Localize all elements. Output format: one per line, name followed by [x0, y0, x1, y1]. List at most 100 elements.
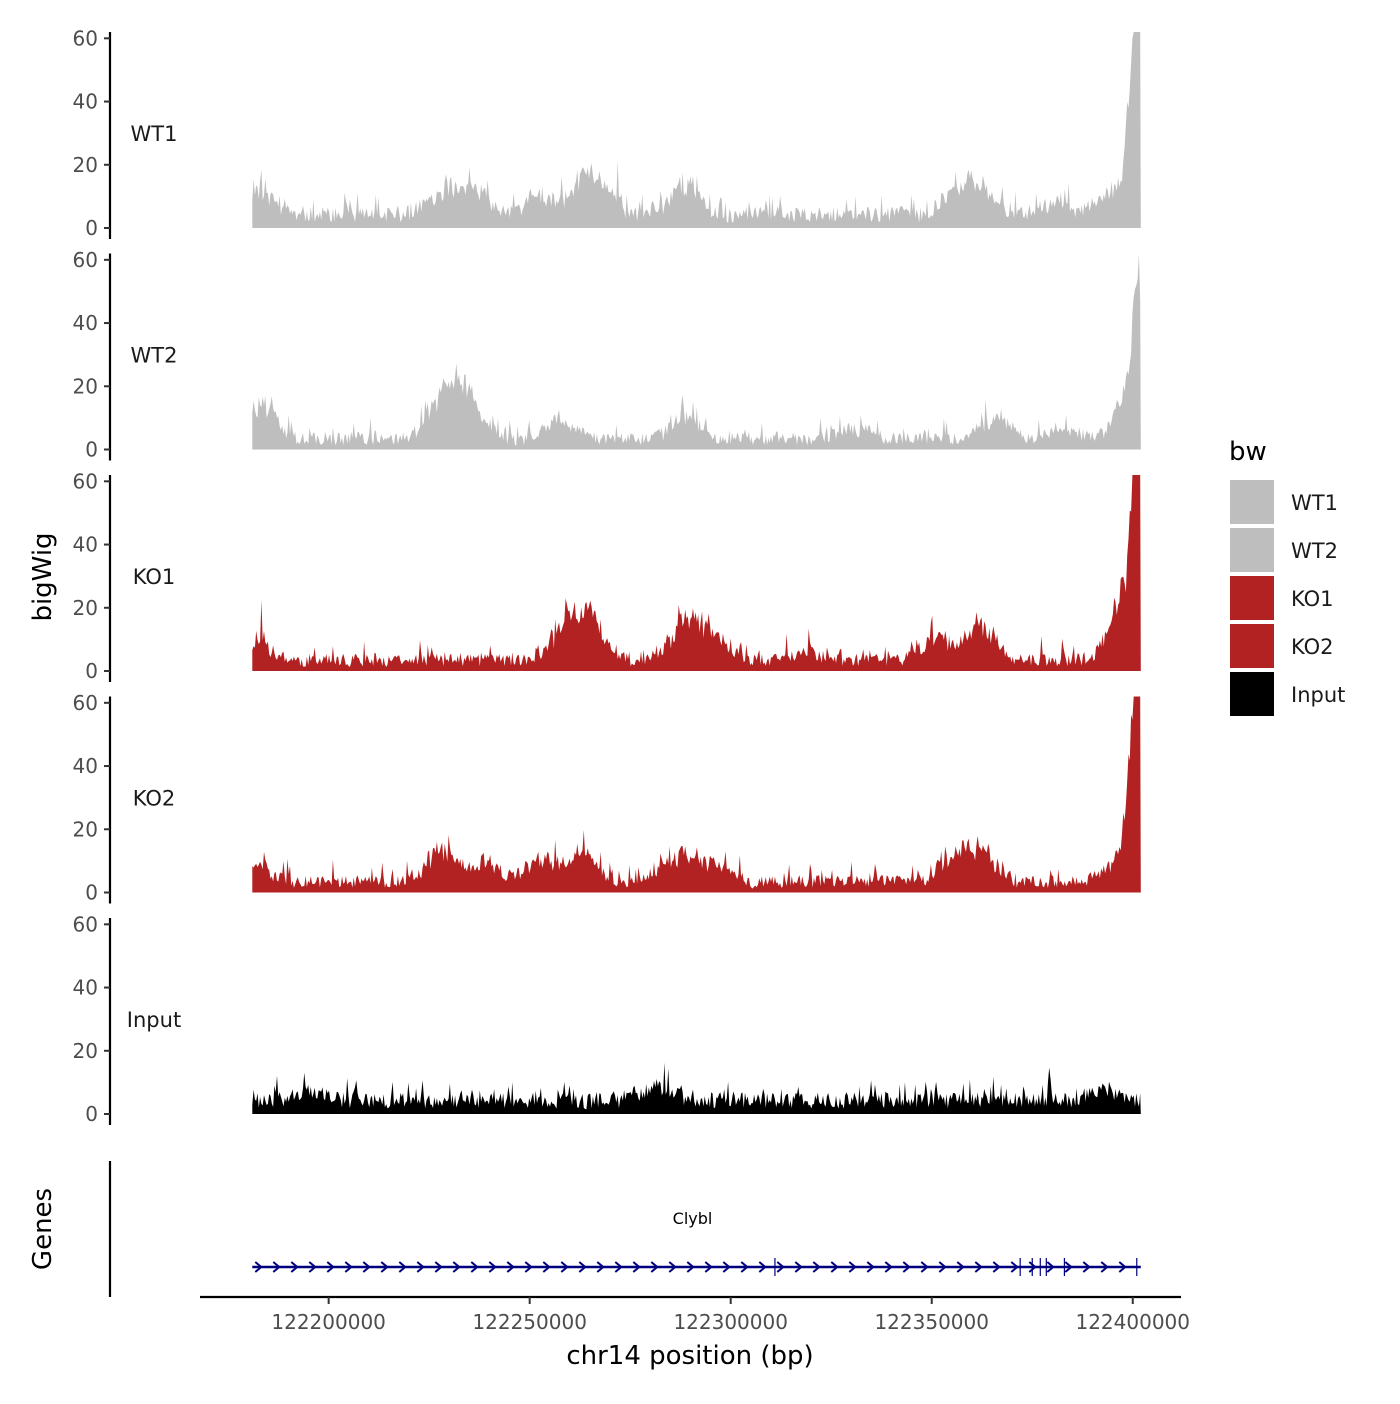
strand-arrow [542, 1261, 551, 1273]
strand-arrow [758, 1261, 767, 1273]
strand-arrow [488, 1261, 497, 1273]
track-wt2: 0 20 40 60 WT2 [73, 248, 1141, 462]
strand-arrow [614, 1261, 623, 1273]
track-ko1: 0 20 40 60 KO1 [73, 469, 1141, 683]
genes-track-title: Genes [28, 1188, 58, 1270]
track-label: WT1 [131, 122, 178, 146]
strand-arrow [506, 1261, 515, 1273]
legend-label: Input [1291, 683, 1345, 707]
strand-arrow [596, 1261, 605, 1273]
track-input: 0 20 40 60 Input [73, 912, 1141, 1126]
strand-arrow [830, 1261, 839, 1273]
strand-arrow [812, 1261, 821, 1273]
x-tick-label: 122200000 [271, 1310, 386, 1334]
strand-arrow [1046, 1261, 1055, 1273]
strand-arrow [1118, 1261, 1127, 1273]
y-tick-label: 40 [73, 90, 98, 114]
strand-arrow [1064, 1261, 1073, 1273]
strand-arrow [362, 1261, 371, 1273]
track-label: Input [127, 1008, 181, 1032]
strand-arrow [416, 1261, 425, 1273]
strand-arrow [704, 1261, 713, 1273]
strand-arrow [866, 1261, 875, 1273]
y-tick-label: 0 [85, 1102, 98, 1126]
strand-arrow [470, 1261, 479, 1273]
legend-swatch [1230, 528, 1274, 572]
y-tick-label: 60 [73, 469, 98, 493]
strand-arrow [992, 1261, 1001, 1273]
y-tick-label: 40 [73, 311, 98, 335]
x-tick-label: 122250000 [472, 1310, 587, 1334]
y-tick-label: 60 [73, 26, 98, 50]
strand-arrow [650, 1261, 659, 1273]
strand-arrow [290, 1261, 299, 1273]
track-label: WT2 [131, 344, 178, 368]
legend-swatch [1230, 480, 1274, 524]
strand-arrow [974, 1261, 983, 1273]
y-tick-label: 40 [73, 976, 98, 1000]
gene-label: Clybl [673, 1209, 713, 1228]
strand-arrow [380, 1261, 389, 1273]
legend-label: WT2 [1291, 539, 1338, 563]
strand-arrow [848, 1261, 857, 1273]
x-tick-label: 122350000 [874, 1310, 989, 1334]
legend-title: bw [1229, 437, 1267, 467]
strand-arrow [434, 1261, 443, 1273]
track-ko2: 0 20 40 60 KO2 [73, 691, 1141, 905]
strand-arrow [1010, 1261, 1019, 1273]
x-axis-title: chr14 position (bp) [566, 1341, 813, 1371]
y-tick-label: 0 [85, 438, 98, 462]
y-tick-label: 20 [73, 1039, 98, 1063]
legend-label: WT1 [1291, 491, 1338, 515]
legend-label: KO1 [1291, 587, 1334, 611]
strand-arrow [326, 1261, 335, 1273]
y-tick-label: 60 [73, 912, 98, 936]
strand-arrow [398, 1261, 407, 1273]
gene-track: Genes Clybl [28, 1161, 1141, 1297]
strand-arrow [272, 1261, 281, 1273]
track-label: KO1 [133, 565, 176, 589]
strand-arrow [1082, 1261, 1091, 1273]
y-tick-label: 20 [73, 817, 98, 841]
y-tick-label: 0 [85, 659, 98, 683]
strand-arrow [956, 1261, 965, 1273]
signal-area-input [252, 1062, 1141, 1114]
y-tick-label: 0 [85, 216, 98, 240]
strand-arrow [884, 1261, 893, 1273]
legend-swatch [1230, 624, 1274, 668]
y-tick-label: 60 [73, 691, 98, 715]
strand-arrow [794, 1261, 803, 1273]
strand-arrow [902, 1261, 911, 1273]
x-tick-label: 122400000 [1075, 1310, 1190, 1334]
signal-area-ko1 [252, 475, 1141, 671]
y-axis-title: bigWig [28, 532, 58, 621]
strand-arrow [668, 1261, 677, 1273]
strand-arrow [632, 1261, 641, 1273]
strand-arrow [776, 1261, 785, 1273]
signal-area-ko2 [252, 696, 1141, 893]
y-tick-label: 20 [73, 596, 98, 620]
strand-arrow [722, 1261, 731, 1273]
x-tick-label: 122300000 [673, 1310, 788, 1334]
legend: bw WT1 WT2 KO1 KO2 Input [1229, 437, 1345, 716]
track-label: KO2 [133, 787, 176, 811]
y-tick-label: 40 [73, 754, 98, 778]
legend-swatch [1230, 672, 1274, 716]
signal-area-wt2 [252, 253, 1141, 450]
y-tick-label: 0 [85, 881, 98, 905]
strand-arrow [740, 1261, 749, 1273]
strand-arrow [920, 1261, 929, 1273]
track-wt1: 0 20 40 60 WT1 [73, 26, 1141, 240]
y-tick-label: 20 [73, 374, 98, 398]
y-tick-label: 60 [73, 248, 98, 272]
strand-arrow [1100, 1261, 1109, 1273]
strand-arrow [1028, 1261, 1037, 1273]
y-tick-label: 40 [73, 533, 98, 557]
strand-arrow [344, 1261, 353, 1273]
strand-arrow [578, 1261, 587, 1273]
legend-label: KO2 [1291, 635, 1334, 659]
strand-arrow [686, 1261, 695, 1273]
strand-arrow [308, 1261, 317, 1273]
